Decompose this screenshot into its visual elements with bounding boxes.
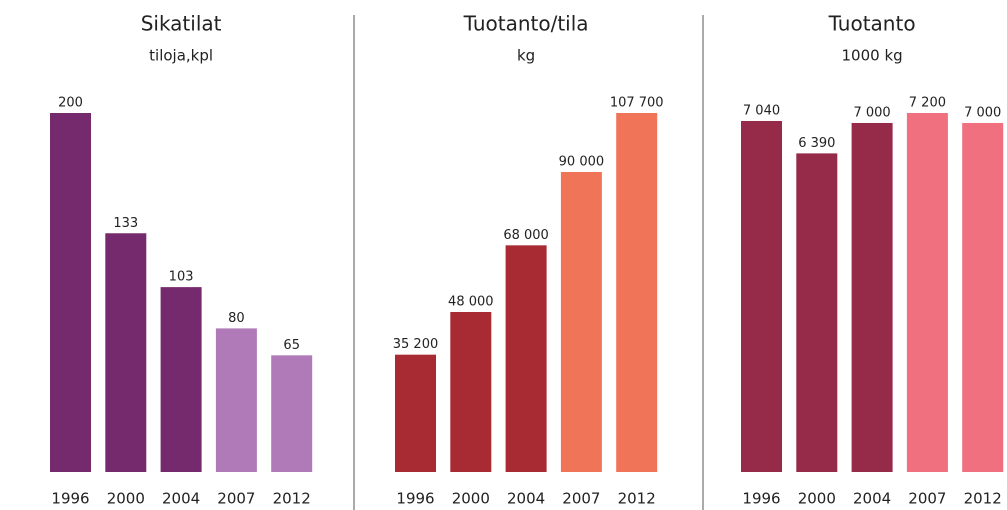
value-label: 103: [169, 270, 194, 285]
value-label: 6 390: [798, 136, 835, 151]
value-label: 80: [228, 311, 245, 326]
chart-title: Tuotanto/tila: [463, 12, 589, 36]
x-tick-label: 2004: [162, 490, 200, 508]
x-tick-label: 2012: [964, 490, 1002, 508]
value-label: 7 000: [964, 105, 1001, 120]
x-tick-label: 2000: [452, 490, 490, 508]
x-tick-label: 2012: [618, 490, 656, 508]
value-label: 48 000: [448, 295, 494, 310]
x-tick-label: 2007: [562, 490, 600, 508]
chart-title: Sikatilat: [141, 12, 222, 36]
x-tick-label: 2004: [853, 490, 891, 508]
bar: [962, 122, 1004, 472]
value-label: 35 200: [393, 337, 439, 352]
x-tick-label: 2012: [273, 490, 311, 508]
x-tick-label: 1996: [396, 490, 434, 508]
bar: [215, 328, 257, 472]
x-tick-label: 1996: [742, 490, 780, 508]
bar: [160, 287, 202, 472]
bar: [395, 354, 436, 472]
bar: [741, 120, 782, 472]
bar: [796, 153, 838, 472]
bar: [851, 122, 893, 472]
x-tick-label: 2000: [107, 490, 145, 508]
bar: [105, 233, 147, 472]
x-tick-label: 2007: [217, 490, 255, 508]
x-tick-label: 2007: [908, 490, 946, 508]
chart-subtitle: tiloja,kpl: [149, 47, 213, 65]
value-label: 133: [113, 216, 138, 231]
bar: [560, 172, 602, 472]
value-label: 65: [283, 338, 300, 353]
x-tick-label: 2004: [507, 490, 545, 508]
bar: [450, 312, 492, 472]
bar: [271, 355, 313, 472]
chart-subtitle: kg: [517, 47, 535, 65]
x-tick-label: 2000: [798, 490, 836, 508]
bar: [906, 113, 948, 472]
value-label: 7 040: [743, 103, 780, 118]
bar: [616, 113, 658, 472]
value-label: 90 000: [559, 155, 605, 170]
value-label: 68 000: [503, 228, 549, 243]
value-label: 107 700: [610, 96, 664, 111]
chart-title: Tuotanto: [828, 12, 916, 36]
value-label: 7 200: [909, 96, 946, 111]
x-tick-label: 1996: [51, 490, 89, 508]
value-label: 7 000: [853, 105, 890, 120]
value-label: 200: [58, 96, 83, 111]
bar: [50, 113, 91, 472]
chart-subtitle: 1000 kg: [842, 47, 903, 65]
bar: [505, 245, 547, 472]
